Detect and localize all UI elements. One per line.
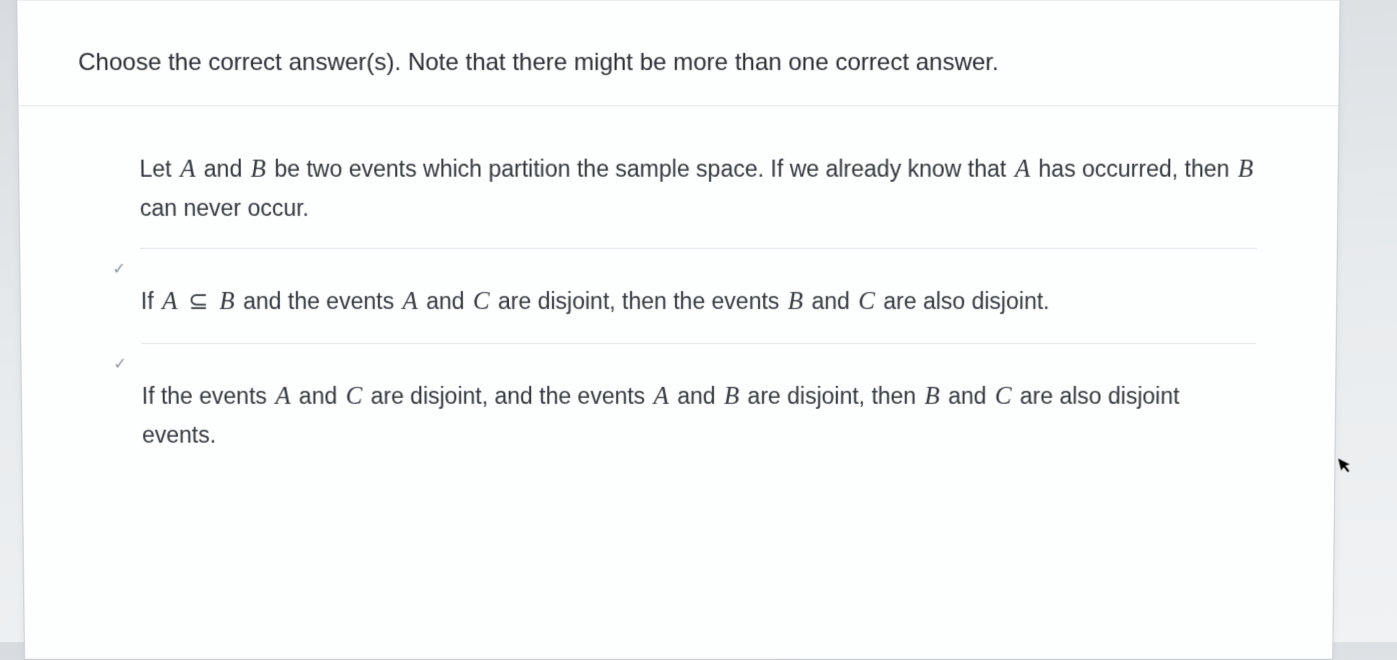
math-variable: B <box>1236 156 1256 183</box>
option-text: Let A and B be two events which partitio… <box>139 149 1257 229</box>
question-page: Choose the correct answer(s). Note that … <box>16 0 1341 660</box>
text-segment: and <box>292 383 343 409</box>
check-icon: ✓ <box>113 354 131 372</box>
text-segment: and <box>197 156 249 182</box>
answer-option[interactable]: ✓If A ⊆ B and the events A and C are dis… <box>140 249 1256 344</box>
text-segment: Let <box>139 156 178 182</box>
text-segment: has occurred, then <box>1032 156 1236 182</box>
math-variable: B <box>786 288 805 315</box>
text-segment: are disjoint, then the events <box>492 288 786 314</box>
math-variable: A <box>400 288 419 315</box>
text-segment: be two events which partition the sample… <box>268 156 1013 182</box>
text-segment: and <box>942 383 993 409</box>
math-variable: A <box>1013 156 1032 183</box>
math-variable: A <box>273 383 292 410</box>
math-variable: C <box>471 288 492 315</box>
text-segment: If <box>141 288 160 314</box>
math-variable: B <box>217 288 237 315</box>
text-segment: If the events <box>142 383 274 409</box>
text-segment: can never occur. <box>140 195 309 221</box>
math-variable: A <box>652 383 671 410</box>
answer-option[interactable]: Let A and B be two events which partitio… <box>139 116 1258 249</box>
math-variable: B <box>249 156 269 183</box>
text-segment: are also disjoint. <box>877 288 1050 314</box>
option-text: If the events A and C are disjoint, and … <box>142 376 1256 455</box>
question-prompt: Choose the correct answer(s). Note that … <box>17 0 1339 106</box>
answer-option[interactable]: ✓If the events A and C are disjoint, and… <box>141 344 1256 475</box>
text-segment: and <box>420 288 471 314</box>
text-segment: and <box>805 288 856 314</box>
option-text: If A ⊆ B and the events A and C are disj… <box>141 281 1257 323</box>
text-segment: and the events <box>237 288 401 314</box>
math-variable: C <box>993 383 1014 410</box>
math-symbol: ⊆ <box>179 289 217 315</box>
math-variable: B <box>922 383 941 410</box>
check-icon: ✓ <box>112 259 130 277</box>
options-block: Let A and B be two events which partitio… <box>18 106 1338 494</box>
math-variable: B <box>722 383 741 410</box>
math-variable: C <box>856 288 877 315</box>
math-variable: A <box>178 156 198 183</box>
math-variable: A <box>160 288 180 315</box>
text-segment: and <box>671 383 722 409</box>
mouse-cursor-icon <box>1336 453 1358 482</box>
text-segment: are disjoint, then <box>741 383 922 409</box>
text-segment: are disjoint, and the events <box>364 383 651 409</box>
math-variable: C <box>344 383 365 410</box>
